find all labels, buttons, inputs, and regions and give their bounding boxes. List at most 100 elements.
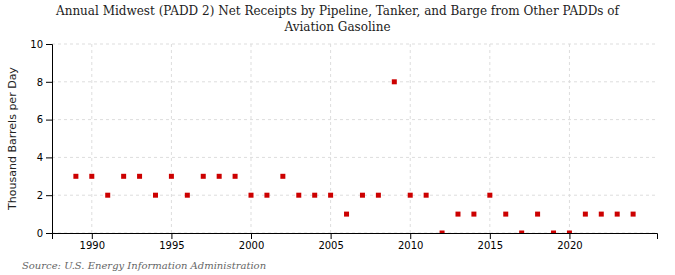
- point: [217, 174, 222, 179]
- axis-line: [53, 234, 658, 240]
- grid-line-x: [410, 44, 411, 233]
- grid-line-y: [52, 157, 657, 158]
- title: Annual Midwest (PADD 2) Net Receipts by …: [55, 4, 621, 18]
- grid-line-y: [52, 195, 657, 196]
- point: [519, 231, 524, 234]
- subtitle: Aviation Gasoline: [283, 20, 390, 34]
- point: [360, 193, 365, 198]
- tick: 0: [37, 228, 52, 239]
- point: [89, 174, 94, 179]
- tick: 10: [30, 39, 52, 50]
- tick-label: 4: [37, 152, 43, 163]
- tick: 2020: [557, 233, 582, 251]
- point: [503, 212, 508, 217]
- point: [249, 193, 254, 198]
- tick-label: 1995: [159, 240, 184, 251]
- point: [264, 193, 269, 198]
- tick-mark: [251, 233, 252, 239]
- tick: 2: [37, 190, 52, 201]
- point: [471, 212, 476, 217]
- point: [137, 174, 142, 179]
- point: [615, 212, 620, 217]
- point: [328, 193, 333, 198]
- point: [376, 193, 381, 198]
- point: [408, 193, 413, 198]
- points: [73, 79, 635, 233]
- point: [551, 231, 556, 234]
- tick: 2005: [318, 233, 343, 251]
- tick-label: 8: [37, 77, 43, 88]
- point: [185, 193, 190, 198]
- tick-mark: [331, 233, 332, 239]
- grid-line-y: [52, 44, 657, 45]
- grid-line-x: [489, 44, 490, 233]
- point: [201, 174, 206, 179]
- point: [424, 193, 429, 198]
- grid-line-x: [91, 44, 92, 233]
- tick-label: 1990: [80, 240, 105, 251]
- grid-line-x: [251, 44, 252, 233]
- tick-label: 6: [37, 114, 43, 125]
- grid-line-x: [569, 44, 570, 233]
- y-axis: 0 2 4 6 8 10: [30, 39, 52, 239]
- tick-mark: [569, 233, 570, 239]
- point: [392, 79, 397, 84]
- point: [599, 212, 604, 217]
- tick-label: 2005: [318, 240, 343, 251]
- tick-mark: [171, 233, 172, 239]
- tick-mark: [46, 195, 52, 196]
- tick-mark: [92, 233, 93, 239]
- point: [312, 193, 317, 198]
- tick: 2015: [478, 233, 503, 251]
- tick-mark: [490, 233, 491, 239]
- chart: Annual Midwest (PADD 2) Net Receipts by …: [0, 0, 675, 275]
- axis-line: [46, 45, 53, 234]
- title-group: Annual Midwest (PADD 2) Net Receipts by …: [55, 4, 621, 34]
- point: [153, 193, 158, 198]
- tick: 2000: [239, 233, 264, 251]
- point: [440, 231, 445, 234]
- annotation: Source: U.S. Energy Information Administ…: [22, 260, 266, 271]
- grid: [52, 44, 657, 233]
- tick: 1995: [159, 233, 184, 251]
- y-axis-label: Thousand Barrels per Day: [6, 67, 19, 211]
- tick-mark: [410, 233, 411, 239]
- tick-label: 2010: [398, 240, 423, 251]
- tick-label: 10: [30, 39, 43, 50]
- tick-label: 2020: [557, 240, 582, 251]
- tick-label: 2000: [239, 240, 264, 251]
- point: [631, 212, 636, 217]
- grid-line-y: [52, 81, 657, 82]
- point: [567, 231, 572, 234]
- grid-line-y: [52, 119, 657, 120]
- point: [583, 212, 588, 217]
- tick: 6: [37, 114, 52, 125]
- point: [73, 174, 78, 179]
- plot-area: 1990 1995 2000 2005 2010 2015 2020 0 2 4 6 8 10 Thous…: [6, 39, 658, 251]
- tick: 8: [37, 77, 52, 88]
- chart-container: Annual Midwest (PADD 2) Net Receipts by …: [0, 0, 675, 275]
- tick-label: 2: [37, 190, 43, 201]
- grid-line-x: [171, 44, 172, 233]
- grid-line-x: [330, 44, 331, 233]
- tick-mark: [46, 233, 52, 234]
- point: [105, 193, 110, 198]
- x-axis: 1990 1995 2000 2005 2010 2015 2020: [53, 233, 658, 251]
- tick-mark: [46, 44, 52, 45]
- tick-mark: [46, 157, 52, 158]
- tick: 4: [37, 152, 52, 163]
- tick: 1990: [80, 233, 105, 251]
- tick-label: 0: [37, 228, 43, 239]
- tick: 2010: [398, 233, 423, 251]
- point: [296, 193, 301, 198]
- point: [455, 212, 460, 217]
- point: [344, 212, 349, 217]
- point: [233, 174, 238, 179]
- point: [280, 174, 285, 179]
- point: [535, 212, 540, 217]
- point: [121, 174, 126, 179]
- tick-label: 2015: [478, 240, 503, 251]
- tick-mark: [46, 82, 52, 83]
- tick-mark: [46, 120, 52, 121]
- point: [487, 193, 492, 198]
